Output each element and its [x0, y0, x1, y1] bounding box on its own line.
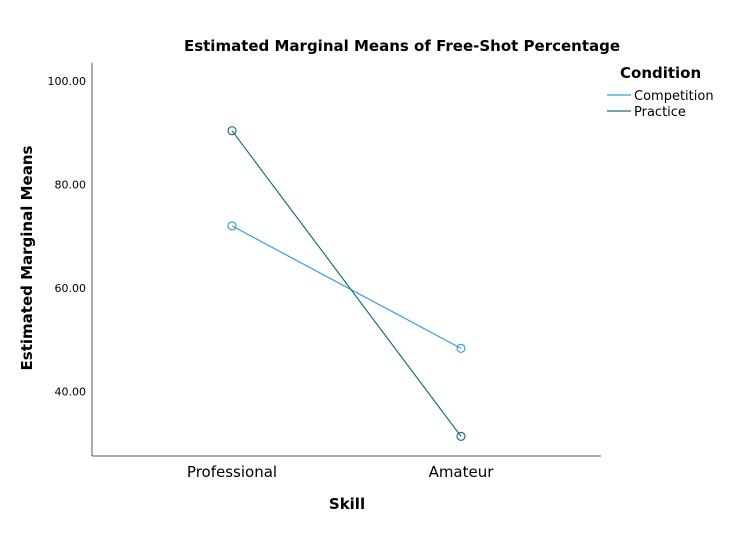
y-tick-label: 80.00: [55, 179, 87, 192]
x-axis-title: Skill: [329, 495, 365, 513]
legend-title: Condition: [620, 64, 701, 82]
x-tick-labels: Professional Amateur: [187, 463, 494, 481]
series-layer: [227, 126, 466, 441]
x-tick-label: Amateur: [429, 463, 495, 481]
chart-title: Estimated Marginal Means of Free-Shot Pe…: [184, 37, 620, 55]
data-point-competition: [227, 221, 237, 231]
y-tick-label: 40.00: [55, 385, 87, 398]
data-point-practice: [456, 431, 466, 441]
legend-label-practice: Practice: [634, 105, 686, 120]
legend-label-competition: Competition: [634, 89, 714, 104]
y-tick-label: 60.00: [55, 282, 87, 295]
series-line-practice: [231, 130, 462, 437]
y-tick-labels: 40.00 60.00 80.00 100.00: [48, 75, 87, 398]
data-point-practice: [227, 126, 237, 136]
y-axis-title: Estimated Marginal Means: [18, 146, 36, 371]
x-tick-label: Professional: [187, 463, 277, 481]
y-tick-label: 100.00: [48, 75, 87, 88]
series-line-competition: [231, 225, 462, 349]
data-point-competition: [456, 343, 466, 353]
